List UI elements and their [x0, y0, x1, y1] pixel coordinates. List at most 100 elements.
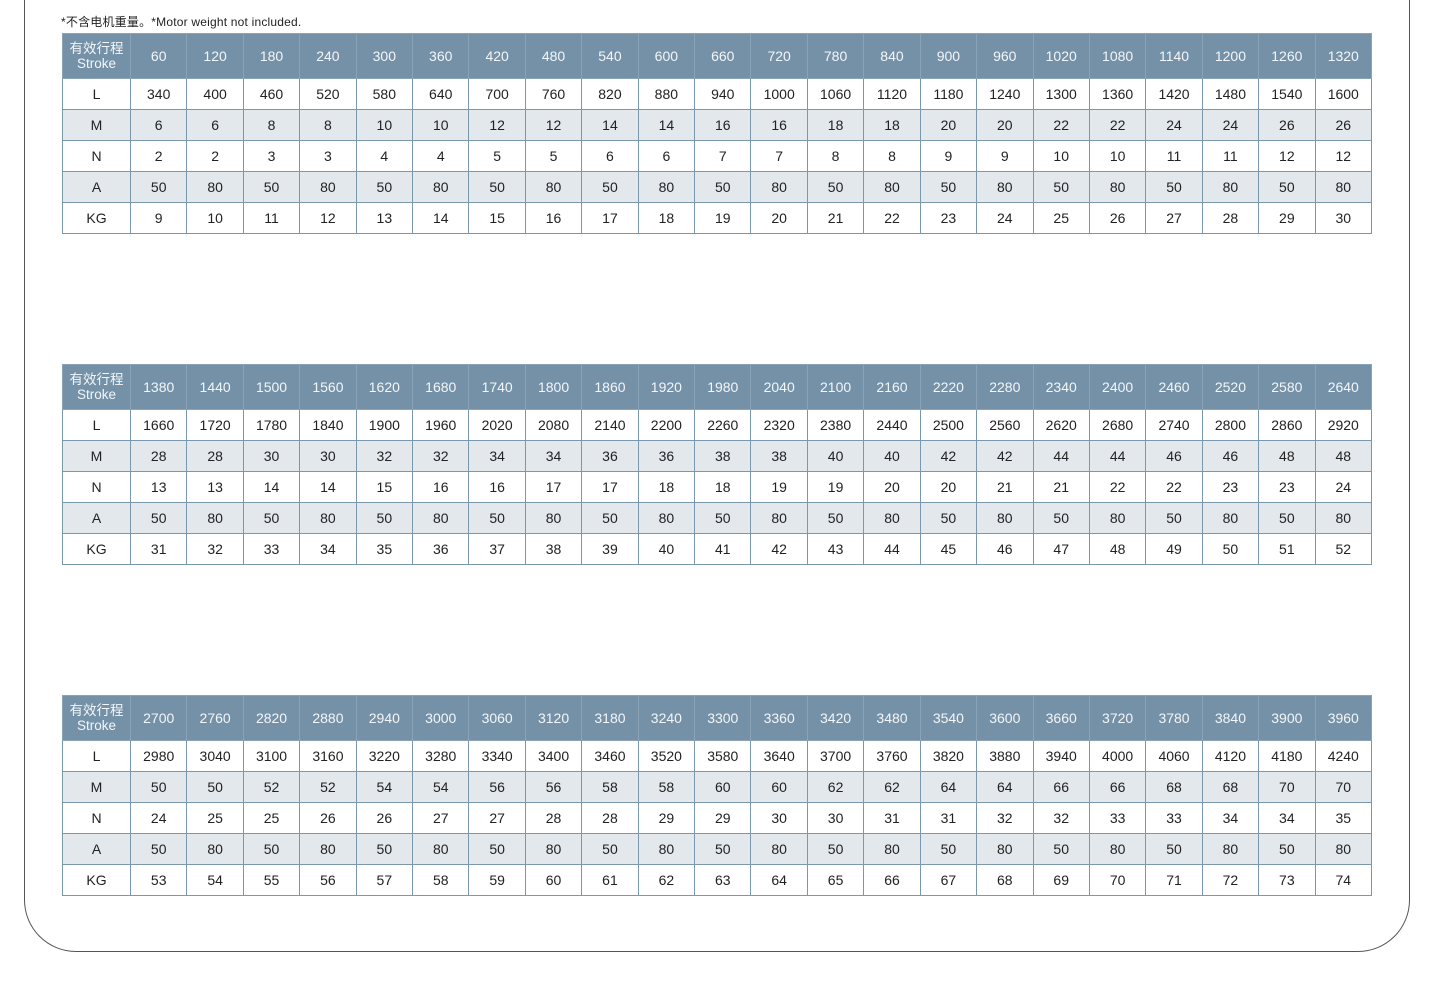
table-cell: 12	[524, 109, 583, 141]
table-cell: 72	[1201, 864, 1260, 896]
table-cell: 52	[1314, 533, 1373, 565]
table-cell: 15	[468, 202, 526, 234]
table-cell: 58	[581, 771, 639, 803]
stroke-value: 3960	[1314, 695, 1373, 741]
table-cell: 50	[355, 171, 414, 203]
table-cell: 53	[129, 864, 188, 896]
table-cell: 50	[1032, 171, 1090, 203]
table-cell: 24	[1314, 471, 1373, 503]
table-cell: 820	[581, 78, 639, 110]
table-cell: 1480	[1201, 78, 1260, 110]
table-cell: 80	[299, 502, 357, 534]
table-cell: 2260	[694, 409, 752, 441]
stroke-value: 360	[412, 33, 470, 79]
stroke-value: 480	[524, 33, 583, 79]
table-cell: 2740	[1145, 409, 1203, 441]
table-cell: 8	[863, 140, 921, 172]
table-cell: 24	[1145, 109, 1203, 141]
table-cell: 80	[750, 171, 808, 203]
table-cell: 56	[468, 771, 526, 803]
stroke-value: 420	[468, 33, 526, 79]
stroke-value: 3240	[637, 695, 696, 741]
table-cell: 80	[186, 833, 244, 865]
table-cell: 34	[524, 440, 583, 472]
table-cell: 4000	[1088, 740, 1147, 772]
stroke-value: 840	[863, 33, 921, 79]
table-cell: 50	[1032, 833, 1090, 865]
table-cell: 3280	[412, 740, 470, 772]
table-cell: 80	[1088, 502, 1147, 534]
spec-table-3: 有效行程 Stroke 2700 2760 2820 2880 2940 3000 3060 31…	[62, 695, 1373, 896]
table-cell: 28	[1201, 202, 1260, 234]
stroke-value: 3300	[694, 695, 752, 741]
table-cell: 51	[1258, 533, 1316, 565]
stroke-value: 2400	[1088, 364, 1147, 410]
table-cell: 17	[524, 471, 583, 503]
spec-table-1: 有效行程 Stroke 60 120 180 240 300 360 420 480 540 600 6…	[62, 33, 1373, 234]
stroke-value: 780	[806, 33, 865, 79]
table-cell: 15	[355, 471, 414, 503]
table-cell: 19	[750, 471, 808, 503]
table-cell: 26	[355, 802, 414, 834]
table-cell: 3460	[581, 740, 639, 772]
table-cell: 10	[1032, 140, 1090, 172]
table-cell: 80	[750, 502, 808, 534]
table-cell: 67	[919, 864, 978, 896]
stroke-value: 3600	[976, 695, 1034, 741]
table-cell: 26	[1314, 109, 1373, 141]
table-cell: 68	[976, 864, 1034, 896]
table-cell: 9	[919, 140, 978, 172]
row-label: KG	[62, 864, 131, 896]
table-cell: 60	[750, 771, 808, 803]
table-cell: 34	[299, 533, 357, 565]
stroke-value: 1620	[355, 364, 414, 410]
row-kg: KG 9 10 11 12 13 14 15 16 17 18 19 20 21 22 23 24 25 26 27 2…	[62, 202, 1373, 234]
table-cell: 29	[1258, 202, 1316, 234]
table-cell: 50	[468, 171, 526, 203]
table-cell: 50	[355, 833, 414, 865]
table-cell: 50	[468, 502, 526, 534]
table-cell: 80	[863, 502, 921, 534]
table-cell: 3220	[355, 740, 414, 772]
table-cell: 49	[1145, 533, 1203, 565]
row-label: N	[62, 471, 131, 503]
table-cell: 42	[750, 533, 808, 565]
table-cell: 2680	[1088, 409, 1147, 441]
table-cell: 80	[1314, 171, 1373, 203]
table-cell: 27	[1145, 202, 1203, 234]
table-cell: 46	[976, 533, 1034, 565]
table-cell: 4	[355, 140, 414, 172]
table-cell: 2	[186, 140, 244, 172]
table-cell: 7	[694, 140, 752, 172]
table-cell: 68	[1201, 771, 1260, 803]
table-cell: 2980	[129, 740, 188, 772]
stroke-value: 2580	[1258, 364, 1316, 410]
table-cell: 50	[186, 771, 244, 803]
stroke-value: 3900	[1258, 695, 1316, 741]
table-cell: 3940	[1032, 740, 1090, 772]
table-cell: 69	[1032, 864, 1090, 896]
table-cell: 22	[1145, 471, 1203, 503]
row-label: A	[62, 171, 131, 203]
table-cell: 80	[750, 833, 808, 865]
table-cell: 80	[1201, 502, 1260, 534]
table-cell: 3340	[468, 740, 526, 772]
table-cell: 5	[468, 140, 526, 172]
table-cell: 80	[299, 833, 357, 865]
row-label: A	[62, 502, 131, 534]
table-cell: 3880	[976, 740, 1034, 772]
table-cell: 24	[976, 202, 1034, 234]
table-cell: 38	[524, 533, 583, 565]
table-cell: 36	[581, 440, 639, 472]
table-cell: 33	[1145, 802, 1203, 834]
table-cell: 400	[186, 78, 244, 110]
table-cell: 50	[242, 502, 301, 534]
stroke-value: 2340	[1032, 364, 1090, 410]
table-cell: 7	[750, 140, 808, 172]
table-cell: 42	[919, 440, 978, 472]
table-cell: 80	[186, 502, 244, 534]
table-cell: 4240	[1314, 740, 1373, 772]
stroke-value: 600	[637, 33, 696, 79]
table-cell: 27	[468, 802, 526, 834]
table-cell: 34	[468, 440, 526, 472]
